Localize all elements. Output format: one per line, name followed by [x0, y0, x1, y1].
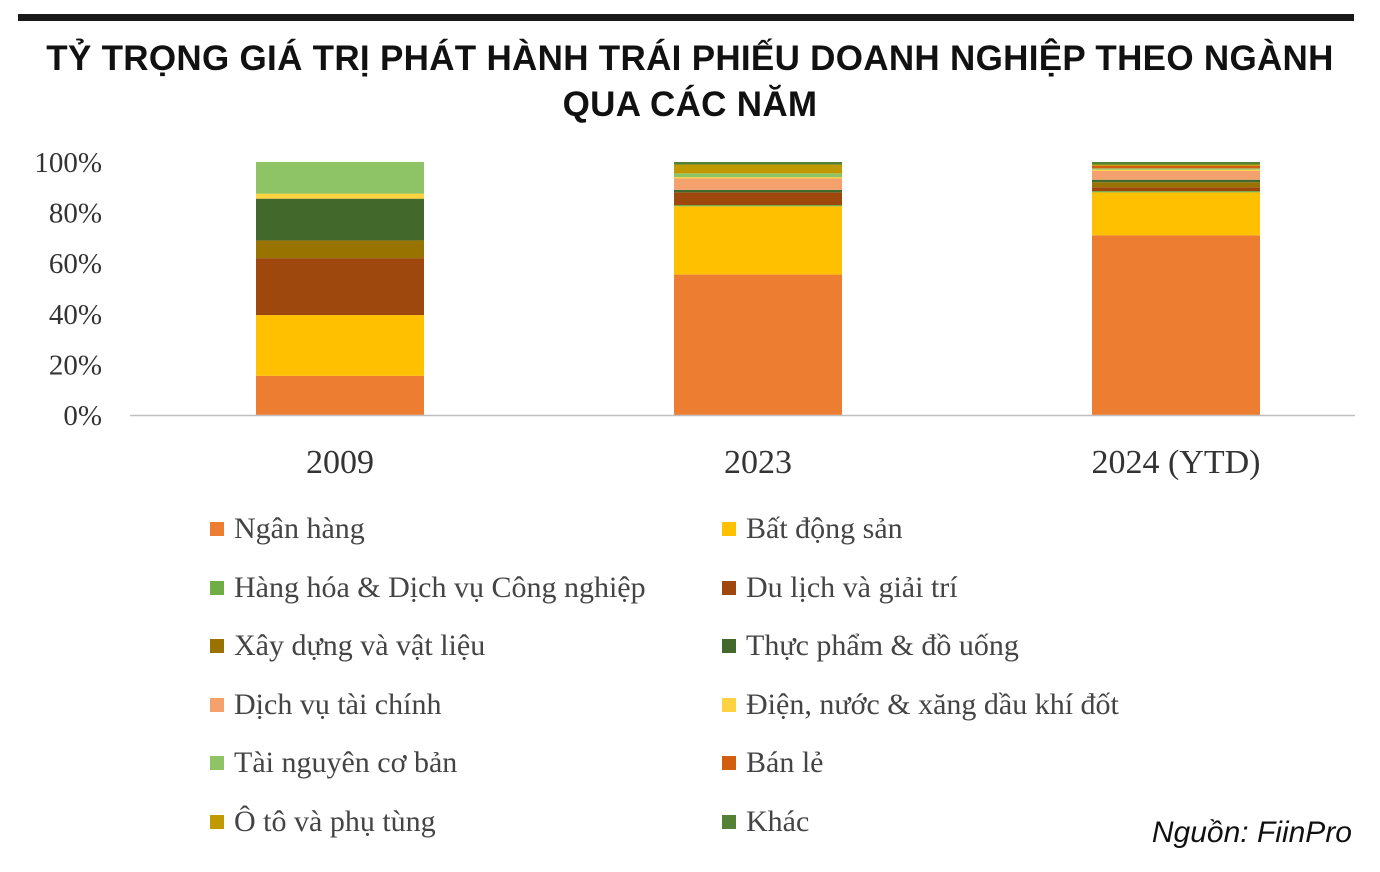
bar-segment [1092, 187, 1260, 192]
legend-swatch [210, 580, 224, 595]
bar-segment [674, 274, 842, 415]
bar-segment [1092, 164, 1260, 166]
bar-segment [674, 177, 842, 179]
chart-title-line2: QUA CÁC NĂM [562, 85, 818, 124]
legend-item: Ngân hàng [210, 512, 365, 546]
bar-segment [674, 206, 842, 275]
chart-title: TỶ TRỌNG GIÁ TRỊ PHÁT HÀNH TRÁI PHIẾU DO… [0, 36, 1380, 128]
bar-segment [1092, 165, 1260, 169]
legend-item: Khác [722, 805, 809, 839]
legend-label: Bất động sản [746, 512, 903, 545]
x-tick-label: 2024 (YTD) [1091, 444, 1260, 481]
legend-swatch [722, 697, 736, 712]
legend-swatch [722, 522, 736, 536]
bar-segment [674, 178, 842, 190]
bar-segment [256, 240, 424, 259]
bar-segment [674, 162, 842, 165]
bar-segment [256, 315, 424, 376]
bar-segment [674, 164, 842, 174]
top-rule [18, 14, 1354, 21]
legend-label: Ngân hàng [234, 512, 365, 545]
source-note: Nguồn: FiinPro [1151, 816, 1352, 849]
legend-label: Du lịch và giải trí [746, 570, 958, 604]
bar-segment [1092, 182, 1260, 188]
stacked-bar-chart: 0% 20% 40% 60% 80% 100% 2009 2023 2024 (YTD) [34, 147, 1355, 481]
legend-label: Ô tô và phụ tùng [234, 804, 436, 838]
legend-swatch [210, 522, 224, 536]
bar-segment [674, 173, 842, 178]
bar-segment [1092, 170, 1260, 180]
legend-label: Hàng hóa & Dịch vụ Công nghiệp [234, 570, 646, 604]
legend-label: Bán lẻ [746, 746, 824, 779]
legend-swatch [210, 697, 224, 712]
bar-segment [674, 192, 842, 206]
y-tick-label: 40% [49, 299, 102, 331]
bar-segment [256, 162, 424, 194]
bar-segment [1092, 191, 1260, 193]
legend-swatch [722, 814, 736, 829]
bar-segment [1092, 192, 1260, 236]
y-tick-label: 60% [49, 248, 102, 280]
legend-item: Dịch vụ tài chính [210, 688, 441, 722]
legend-swatch [210, 639, 224, 653]
y-tick-label: 0% [63, 400, 102, 432]
y-tick-label: 20% [49, 349, 102, 381]
bar-segment [674, 189, 842, 193]
chart-title-line1: TỶ TRỌNG GIÁ TRỊ PHÁT HÀNH TRÁI PHIẾU DO… [46, 39, 1334, 78]
legend-item: Tài nguyên cơ bản [210, 746, 457, 780]
legend-label: Dịch vụ tài chính [234, 687, 442, 721]
bar-segment [256, 375, 424, 415]
legend-label: Xây dựng và vật liệu [234, 629, 486, 662]
y-tick-label: 80% [49, 198, 102, 230]
legend-item: Điện, nước & xăng dầu khí đốt [722, 688, 1119, 722]
bar-segment [674, 205, 842, 207]
legend-swatch [722, 756, 736, 770]
legend-swatch [210, 814, 224, 829]
x-tick-label: 2023 [724, 444, 792, 481]
bar-segment [1092, 162, 1260, 165]
legend-label: Tài nguyên cơ bản [234, 746, 458, 779]
bar-segment [1092, 179, 1260, 183]
bar-segment [1092, 168, 1260, 170]
legend-item: Xây dựng và vật liệu [210, 629, 485, 663]
legend-item: Du lịch và giải trí [722, 571, 958, 605]
legend-item: Bán lẻ [722, 746, 823, 780]
legend-label: Thực phẩm & đồ uống [746, 629, 1019, 662]
legend-swatch [722, 639, 736, 653]
y-tick-label: 100% [34, 147, 102, 179]
bar-segment [256, 258, 424, 316]
legend-item: Bất động sản [722, 512, 903, 546]
legend-label: Điện, nước & xăng dầu khí đốt [746, 687, 1119, 721]
x-tick-label: 2009 [306, 444, 374, 481]
bar-segment [256, 198, 424, 241]
bar-segment [1092, 169, 1260, 171]
legend-swatch [722, 580, 736, 595]
legend-swatch [210, 756, 224, 770]
legend-label: Khác [746, 804, 810, 838]
bar-segment [1092, 235, 1260, 415]
legend-item: Thực phẩm & đồ uống [722, 629, 1019, 663]
legend-item: Ô tô và phụ tùng [210, 805, 436, 839]
bar-segment [256, 193, 424, 199]
legend-item: Hàng hóa & Dịch vụ Công nghiệp [210, 571, 646, 605]
